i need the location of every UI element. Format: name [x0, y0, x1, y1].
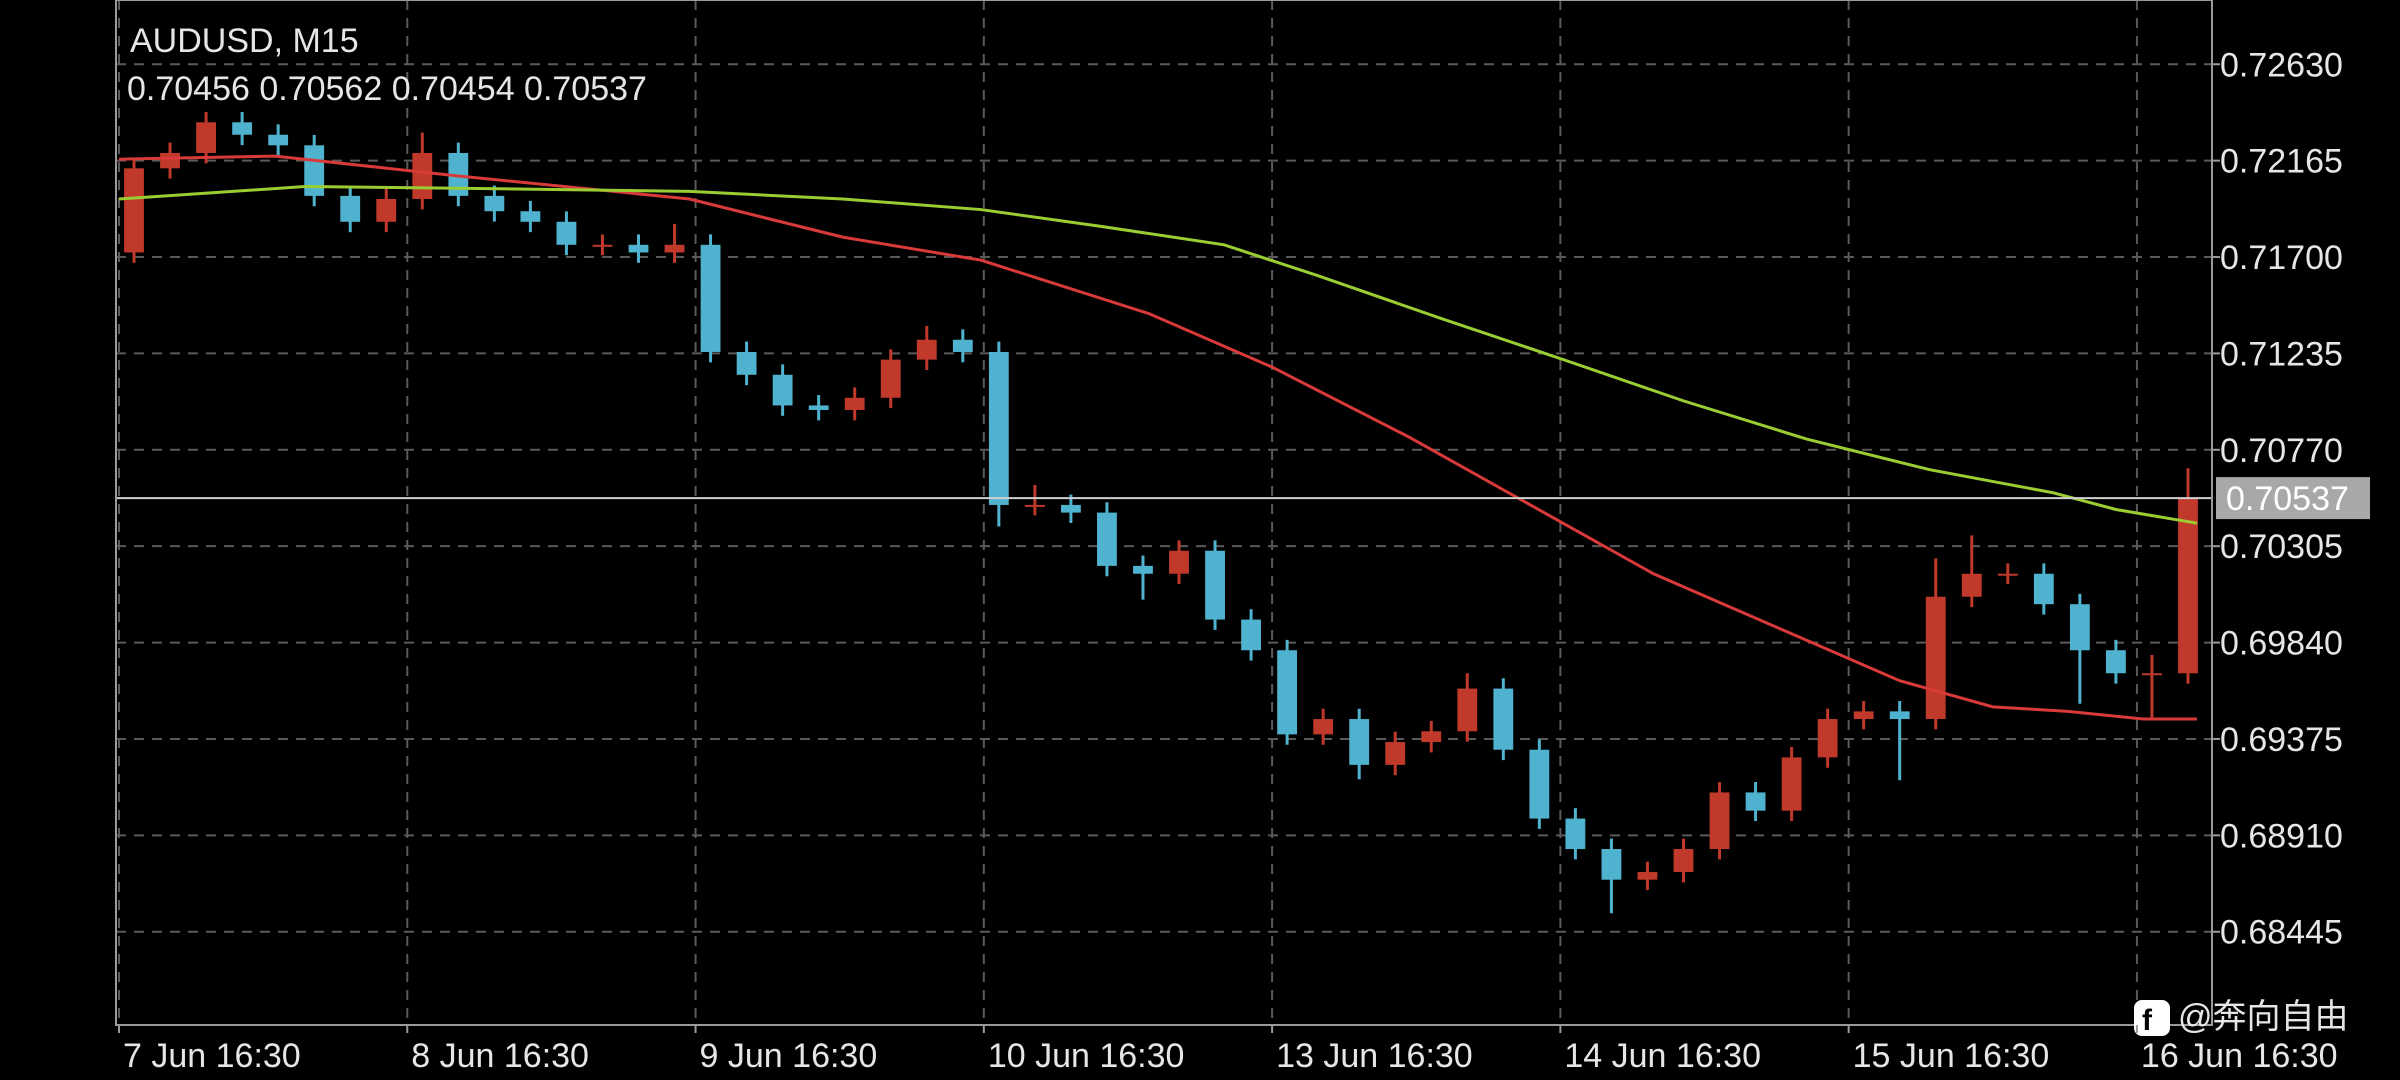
candle-body	[1205, 550, 1225, 620]
candle-body	[1781, 757, 1802, 811]
candle-body	[412, 152, 433, 199]
candle-body	[196, 122, 216, 153]
candle-body	[700, 244, 721, 352]
candle-body	[1637, 872, 1658, 880]
candle-body	[808, 405, 829, 410]
candle-body	[1961, 573, 1982, 597]
candle-body	[448, 152, 469, 196]
candle-body	[772, 374, 793, 406]
candle-body	[1925, 596, 1946, 720]
candle-body	[592, 244, 613, 247]
current-price-box	[2216, 477, 2370, 520]
x-tick-label: 10 Jun 16:30	[988, 1037, 1185, 1075]
candle-body	[1313, 719, 1334, 735]
x-tick-label: 7 Jun 16:30	[123, 1037, 301, 1075]
chart-title: AUDUSD, M15	[130, 22, 359, 60]
candle-body	[1241, 619, 1261, 651]
candle-body	[1457, 688, 1478, 732]
candle-body	[1889, 711, 1910, 720]
candle-body	[1493, 688, 1514, 750]
candle-body	[1853, 711, 1874, 720]
candle-body	[340, 195, 361, 222]
candle-body	[1385, 742, 1406, 765]
x-tick-label: 15 Jun 16:30	[1853, 1037, 2050, 1075]
x-tick-label: 16 Jun 16:30	[2141, 1037, 2338, 1075]
x-tick-label: 14 Jun 16:30	[1564, 1037, 1761, 1075]
candle-body	[988, 351, 1009, 505]
y-tick-label: 0.68445	[2220, 914, 2343, 952]
candle-body	[2069, 604, 2090, 651]
candle-body	[124, 168, 144, 253]
y-tick-label: 0.72165	[2220, 143, 2343, 181]
candle-body	[376, 198, 397, 222]
candle-body	[2033, 573, 2054, 605]
candle-body	[1529, 749, 1550, 819]
plot-frame	[115, 0, 2213, 1026]
x-tick-label: 9 Jun 16:30	[700, 1037, 878, 1075]
watermark: @奔向自由	[2178, 998, 2349, 1036]
y-tick-label: 0.68910	[2220, 817, 2343, 855]
candle-body	[952, 339, 973, 352]
y-tick-label: 0.72630	[2220, 46, 2343, 84]
candle-body	[628, 244, 649, 253]
candle-body	[844, 397, 865, 410]
candle-body	[1024, 504, 1045, 507]
candle-body	[1349, 719, 1370, 765]
candle-body	[880, 359, 901, 398]
y-tick-label: 0.71235	[2220, 335, 2343, 373]
y-tick-label: 0.71700	[2220, 239, 2343, 277]
candle-body	[1817, 719, 1838, 758]
x-tick-label: 8 Jun 16:30	[411, 1037, 589, 1075]
candle-body	[916, 339, 937, 360]
candle-body	[1133, 565, 1153, 574]
svg-text:f: f	[2142, 1004, 2153, 1037]
candle-body	[2142, 673, 2162, 676]
candle-body	[160, 152, 180, 169]
candle-body	[556, 221, 577, 245]
y-tick-label: 0.70770	[2220, 432, 2343, 470]
candle-body	[520, 211, 541, 222]
candle-body	[304, 145, 325, 196]
candle-body	[232, 122, 253, 135]
current-price-label: 0.70537	[2226, 480, 2349, 518]
y-tick-label: 0.70305	[2220, 528, 2343, 566]
candle-body	[2178, 498, 2198, 674]
watermark-icon: f	[2134, 1000, 2170, 1037]
moving-average	[118, 185, 2198, 525]
candle-body	[2105, 650, 2126, 674]
y-tick-label: 0.69375	[2220, 721, 2343, 759]
candle-body	[1097, 512, 1117, 566]
candle-body	[1709, 792, 1730, 850]
marks	[116, 111, 2212, 914]
candle-body	[1421, 731, 1442, 743]
y-tick-label: 0.69840	[2220, 625, 2343, 663]
candle-body	[1565, 818, 1586, 850]
candle-body	[1601, 849, 1622, 880]
candle-body	[1745, 792, 1766, 811]
x-tick-label: 13 Jun 16:30	[1276, 1037, 1473, 1075]
candle-body	[484, 195, 505, 212]
candle-body	[268, 134, 289, 146]
ohlc-readout: 0.70456 0.70562 0.70454 0.70537	[127, 70, 647, 108]
candle-body	[664, 244, 685, 253]
candle-body	[1673, 849, 1694, 873]
candle-body	[1169, 550, 1189, 574]
candle-body	[736, 351, 757, 375]
candle-body	[1277, 650, 1298, 735]
candle-body	[1997, 573, 2018, 576]
candle-body	[1061, 504, 1081, 513]
